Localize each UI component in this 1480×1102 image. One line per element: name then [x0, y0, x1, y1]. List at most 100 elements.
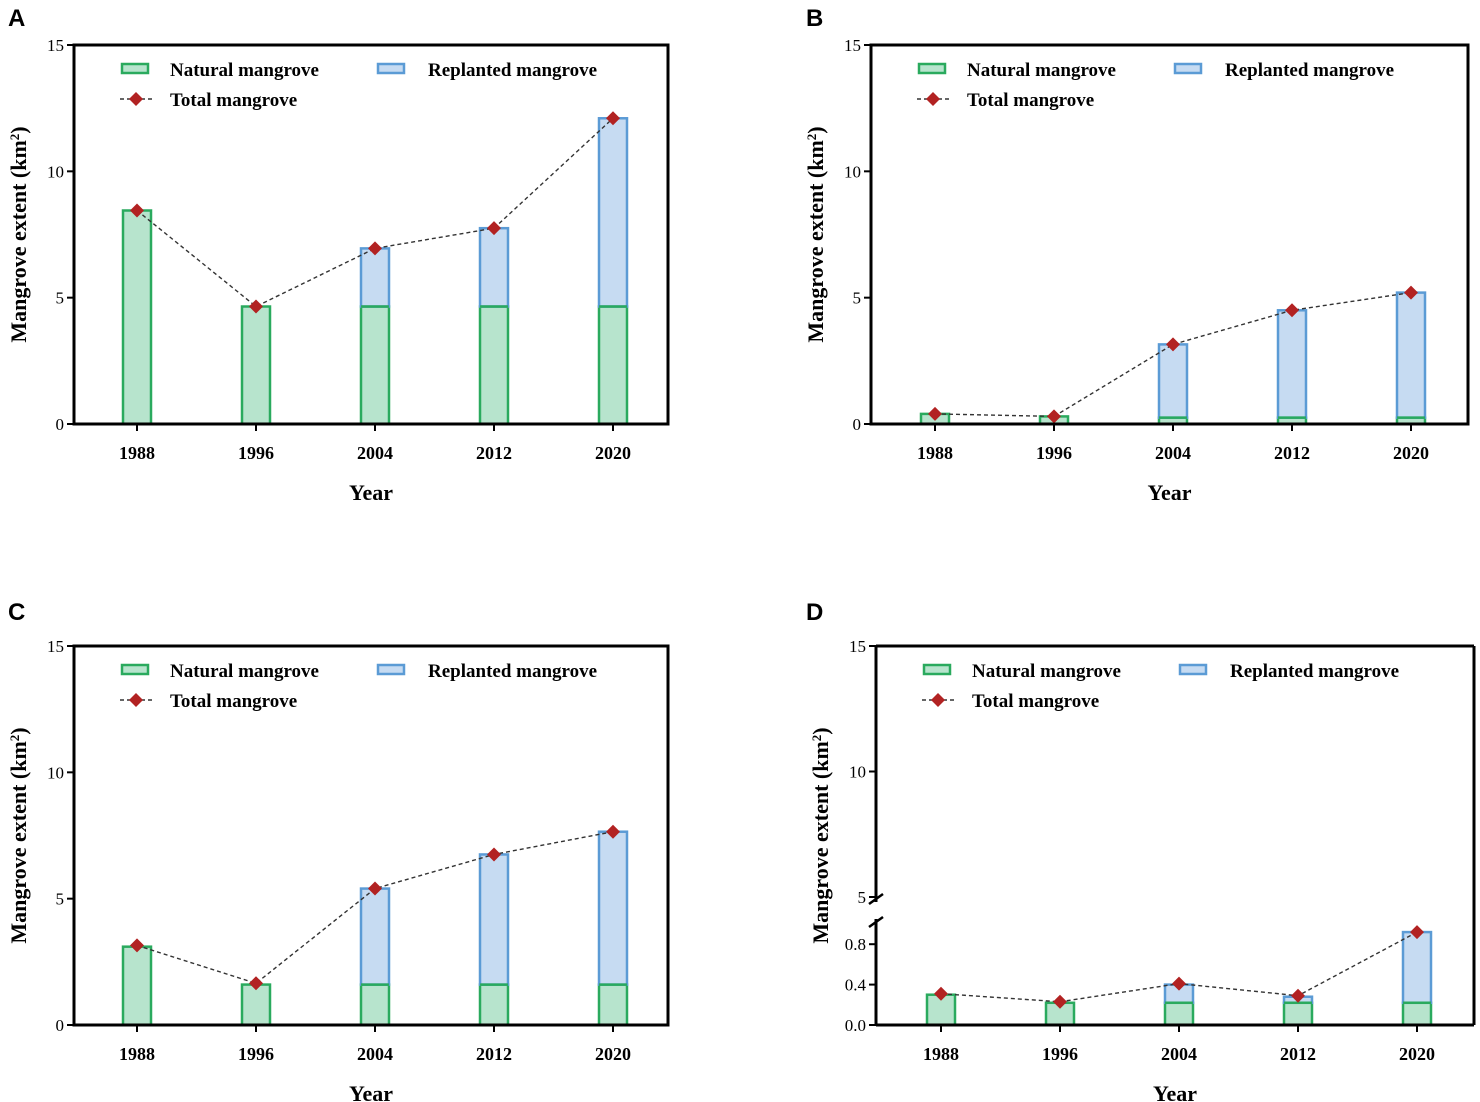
y-axis-label: Mangrove extent (km2): [803, 126, 828, 342]
legend-swatch-replanted: [376, 663, 406, 676]
x-tick-label: 1996: [238, 443, 274, 463]
x-axis-label: Year: [349, 1081, 393, 1102]
y-tick-label: 10: [849, 763, 866, 782]
bar-natural-2020: [597, 305, 629, 426]
bar-replanted-2020: [1401, 930, 1433, 1005]
legend-label-total: Total mangrove: [967, 90, 1094, 111]
y-tick-label: 10: [844, 162, 861, 181]
legend-swatch-replanted: [376, 62, 406, 75]
legend-swatch-natural: [120, 62, 150, 75]
bar-replanted-2004: [1157, 343, 1189, 419]
x-tick-label: 2012: [476, 443, 512, 463]
legend-label-total: Total mangrove: [972, 691, 1099, 712]
chart-panel-c: C 0 5 10 15 1988 1996 2004 2012 2020 Year Mangrove …: [6, 599, 670, 1102]
axis-break-mark: [868, 892, 884, 906]
legend-label-natural: Natural mangrove: [967, 60, 1116, 81]
bar-natural-2004: [1163, 1001, 1195, 1027]
bar-natural-1996: [240, 305, 272, 426]
bar-replanted-2020: [597, 117, 629, 308]
bar-natural-2004: [359, 305, 391, 426]
y-tick-label: 0.4: [845, 976, 867, 995]
total-marker-2004: [1172, 976, 1186, 991]
legend-swatch-natural: [917, 62, 947, 75]
total-marker-1996: [249, 976, 263, 991]
y-tick-label: 10: [47, 763, 64, 782]
y-tick-label: 5: [853, 289, 862, 308]
chart-panel-a: A 0 5 10 15 1988 1996 2004 2012 2020 Year Mangrove …: [6, 5, 670, 505]
y-axis-label-text: Mangrove extent (km: [6, 140, 31, 342]
x-tick-label: 1988: [119, 1044, 155, 1064]
total-marker-2020: [1410, 925, 1424, 940]
legend-label-replanted: Replanted mangrove: [1230, 661, 1399, 682]
panel-letter: C: [8, 599, 25, 626]
x-tick-label: 2012: [1280, 1044, 1316, 1064]
x-tick-label: 2020: [595, 1044, 631, 1064]
y-axis-label-close: ): [6, 126, 31, 133]
bar-natural-2012: [478, 305, 510, 426]
legend-label-replanted: Replanted mangrove: [428, 661, 597, 682]
x-tick-label: 2004: [1161, 1044, 1197, 1064]
x-tick-label: 1988: [119, 443, 155, 463]
y-tick-label: 15: [47, 637, 64, 656]
y-axis-label-text: Mangrove extent (km: [6, 741, 31, 943]
y-axis-label: Mangrove extent (km2): [6, 126, 31, 342]
y-tick-label: 0: [853, 415, 862, 434]
x-tick-label: 1988: [917, 443, 953, 463]
y-tick-label: 5: [56, 289, 65, 308]
bar-replanted-2012: [1276, 309, 1308, 419]
bar-natural-2012: [1282, 1001, 1314, 1027]
y-axis-label: Mangrove extent (km2): [808, 727, 833, 943]
total-marker-2020: [606, 824, 620, 839]
legend-marker-total: [129, 92, 143, 106]
x-tick-label: 2012: [476, 1044, 512, 1064]
bar-natural-1996: [240, 983, 272, 1027]
legend-marker-total: [931, 693, 945, 707]
y-axis-label-superscript: 2: [7, 134, 22, 141]
x-axis-label: Year: [1153, 1081, 1197, 1102]
y-axis-label-text: Mangrove extent (km: [808, 741, 833, 943]
total-line: [136, 117, 614, 308]
bar-natural-1988: [121, 945, 153, 1027]
y-axis-label-superscript: 2: [804, 134, 819, 141]
total-marker-1996: [249, 299, 263, 314]
chart-panel-d: D 0.0 0.4 0.8 5 10 15 1988 1996 2004 2012 2020 Year M…: [806, 599, 1476, 1102]
total-line: [934, 291, 1412, 418]
bar-natural-2020: [597, 983, 629, 1027]
bar-natural-2004: [359, 983, 391, 1027]
bar-natural-2012: [478, 983, 510, 1027]
bar-natural-2020: [1401, 1001, 1433, 1027]
total-marker-1988: [130, 938, 144, 953]
total-marker-1988: [130, 203, 144, 218]
total-marker-2012: [487, 221, 501, 236]
bar-replanted-2020: [597, 830, 629, 986]
y-tick-label: 15: [849, 637, 866, 656]
y-axis-label-text: Mangrove extent (km: [803, 140, 828, 342]
total-marker-2012: [1291, 988, 1305, 1003]
legend-label-replanted: Replanted mangrove: [428, 60, 597, 81]
bar-natural-1988: [121, 209, 153, 426]
legend-marker-total: [926, 92, 940, 106]
x-axis-label: Year: [349, 480, 393, 505]
x-tick-label: 2020: [1393, 443, 1429, 463]
bar-replanted-2020: [1395, 291, 1427, 419]
total-line: [136, 831, 614, 985]
total-marker-2004: [1166, 337, 1180, 352]
y-tick-label: 0.8: [845, 935, 866, 954]
x-axis-label: Year: [1148, 480, 1192, 505]
y-tick-label: 0: [56, 1016, 65, 1035]
y-tick-label: 5: [858, 888, 867, 907]
x-tick-label: 1996: [1036, 443, 1072, 463]
y-tick-label: 10: [47, 162, 64, 181]
y-axis-label-superscript: 2: [7, 735, 22, 742]
y-tick-label: 15: [844, 36, 861, 55]
plot-frame: [72, 644, 670, 1027]
chart-panel-b: B 0 5 10 15 1988 1996 2004 2012 2020 Year Mangrove …: [803, 5, 1470, 505]
panel-letter: D: [806, 599, 823, 626]
legend-label-total: Total mangrove: [170, 90, 297, 111]
legend-swatch-natural: [120, 663, 150, 676]
bar-replanted-2012: [478, 226, 510, 308]
x-tick-label: 2020: [1399, 1044, 1435, 1064]
total-marker-2004: [368, 881, 382, 896]
y-tick-label: 5: [56, 890, 65, 909]
